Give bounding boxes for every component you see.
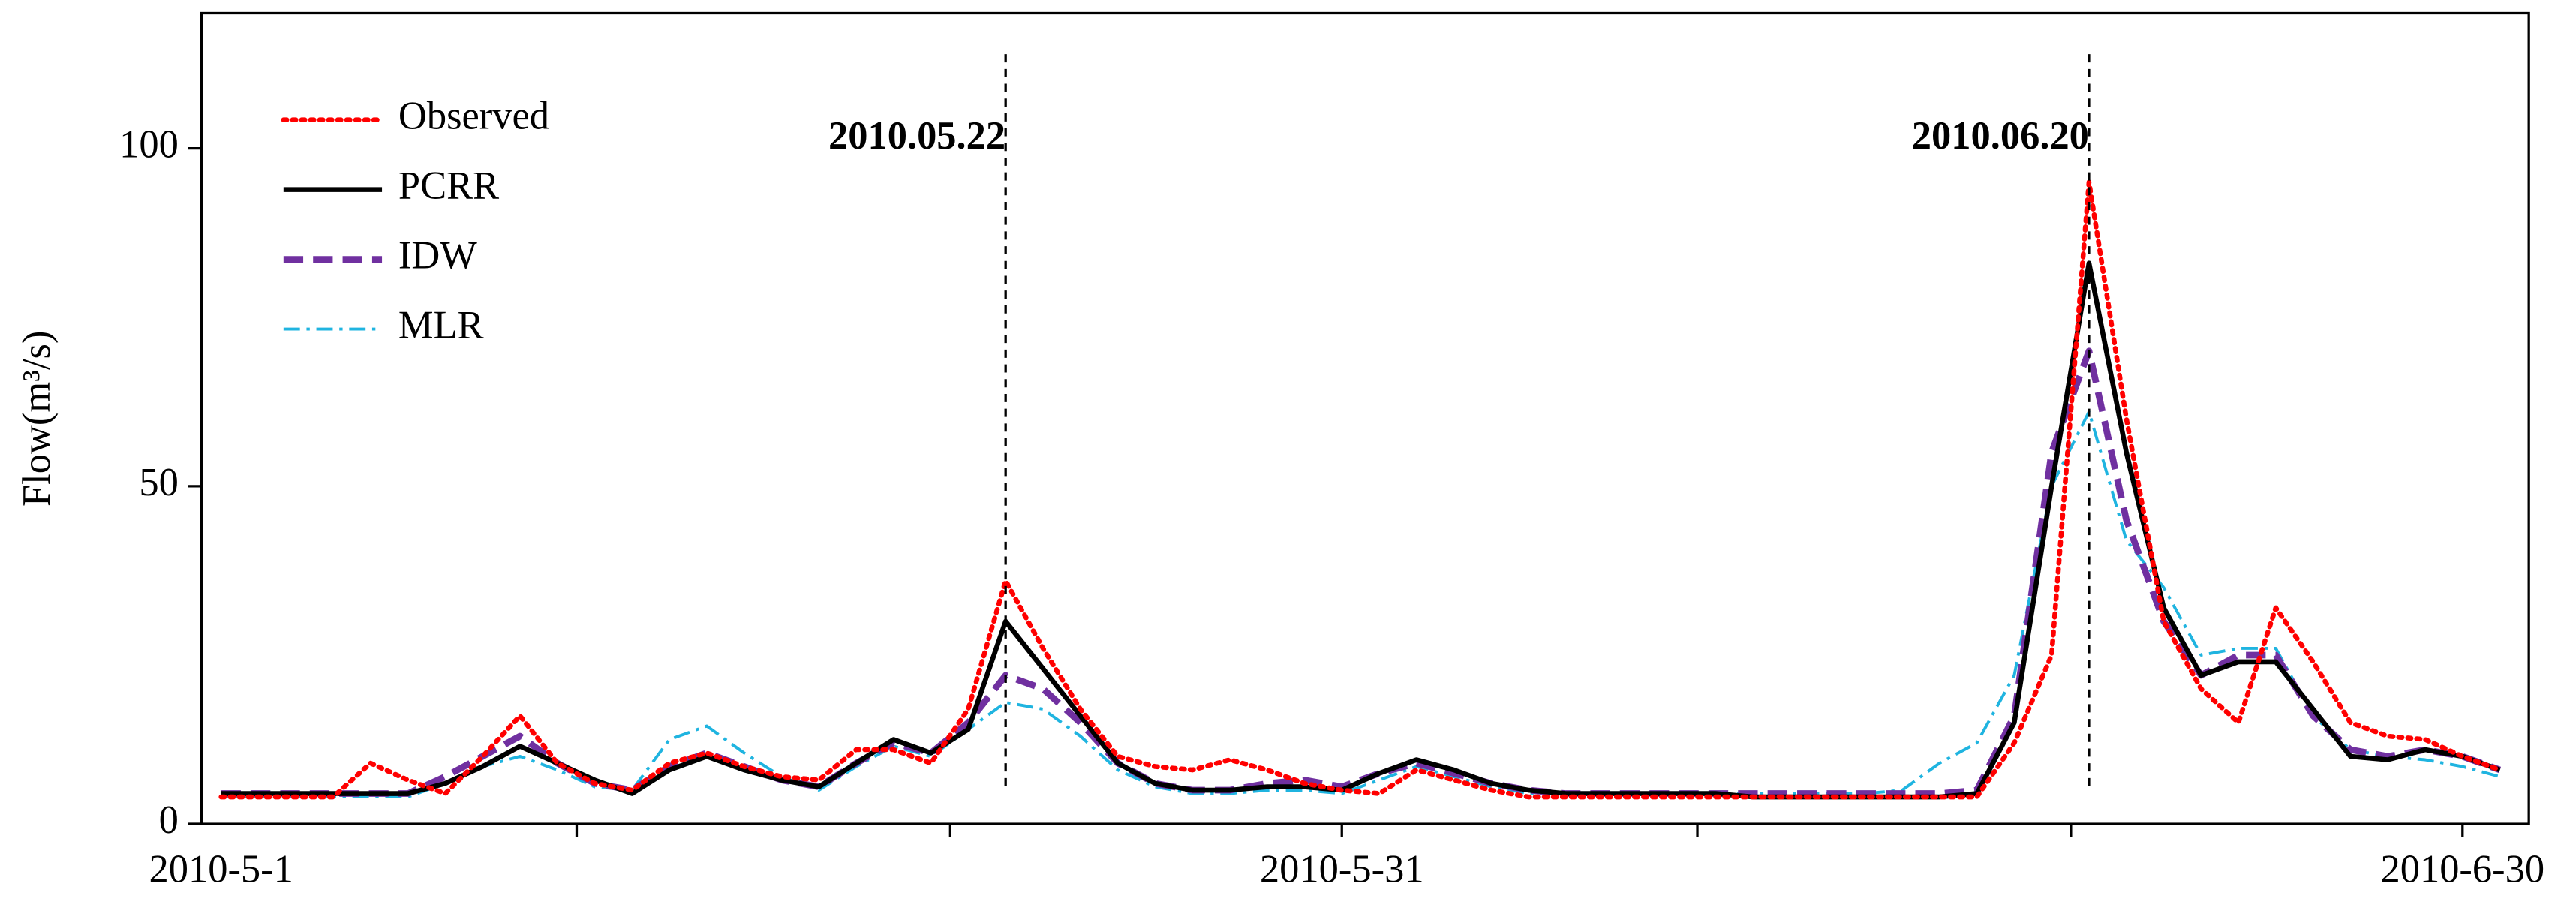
- legend-label: MLR: [398, 304, 484, 347]
- plot-area: [218, 179, 2502, 800]
- y-tick-label: 0: [159, 798, 179, 842]
- x-tick-label: 2010-5-1: [149, 848, 293, 891]
- y-axis-label: Flow(m³/s): [15, 331, 59, 507]
- plot-frame: [200, 11, 2530, 825]
- annotation: 2010.05.22: [828, 114, 1005, 158]
- series-line: [218, 179, 2502, 800]
- legend-label: Observed: [398, 95, 549, 138]
- y-tick-label: 50: [139, 461, 178, 504]
- series-line: [221, 347, 2502, 797]
- legend-label: PCRR: [398, 164, 499, 208]
- series-line: [221, 410, 2501, 799]
- series-line: [221, 260, 2501, 800]
- x-tick-label: 2010-5-31: [1260, 848, 1424, 891]
- annotation: 2010.06.20: [1912, 114, 2089, 158]
- y-tick-label: 100: [119, 123, 179, 167]
- legend-label: IDW: [398, 234, 477, 278]
- x-tick-label: 2010-6-30: [2380, 848, 2544, 891]
